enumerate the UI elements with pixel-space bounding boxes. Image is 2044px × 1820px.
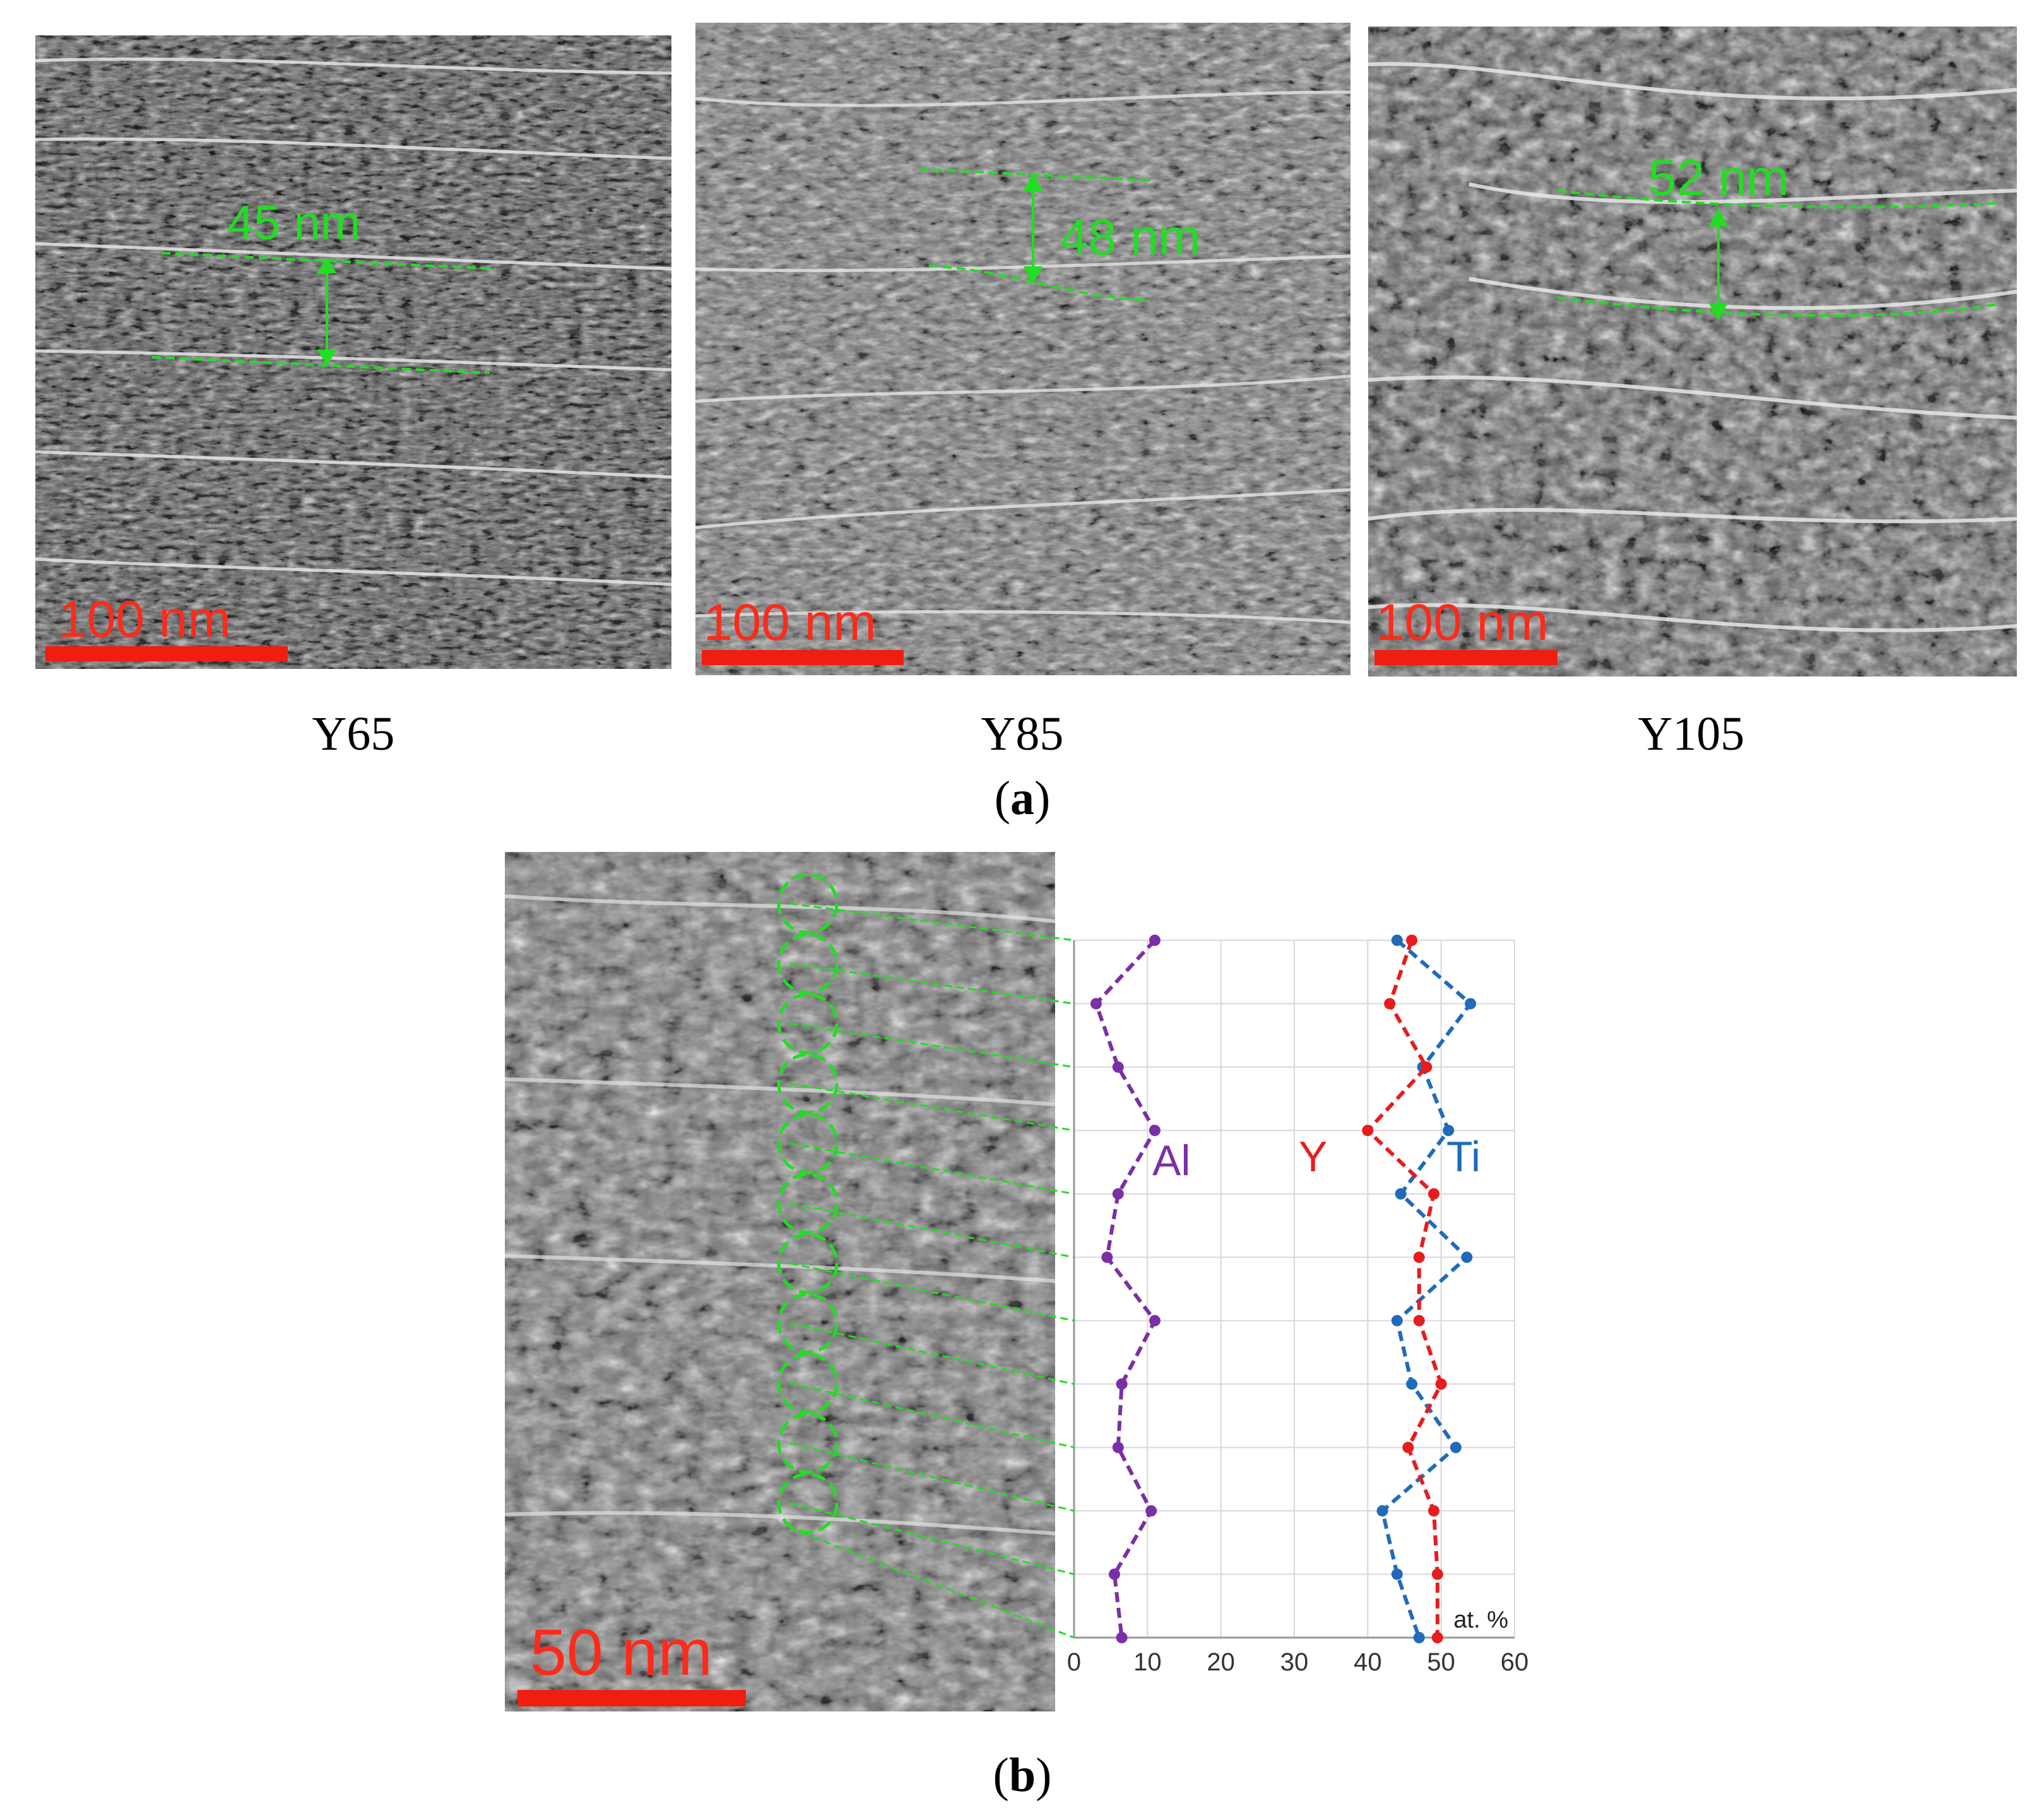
scale-label-y85: 100 nm [704, 594, 877, 651]
data-point-y [1413, 1251, 1425, 1263]
data-point-al [1108, 1568, 1120, 1580]
data-point-al [1149, 935, 1161, 946]
sampling-circle [777, 1113, 839, 1174]
data-point-ti [1391, 1568, 1403, 1580]
data-point-y [1421, 1061, 1433, 1073]
scale-bar-y65 [45, 646, 288, 661]
sampling-circle [777, 1472, 839, 1534]
data-point-ti [1395, 1188, 1407, 1200]
panel-b-label: (b) [993, 1749, 1052, 1802]
x-tick-label: 60 [1501, 1648, 1529, 1676]
sampling-circle [777, 993, 839, 1055]
scale-label-y65: 100 nm [58, 591, 231, 648]
data-point-y [1431, 1568, 1443, 1580]
caption-y105: Y105 [1638, 707, 1745, 760]
data-point-ti [1376, 1505, 1388, 1517]
data-point-y [1406, 935, 1418, 946]
y-series-label: Y [1299, 1133, 1328, 1181]
data-point-ti [1443, 1125, 1455, 1137]
data-point-y [1431, 1632, 1443, 1643]
connector-line [789, 1082, 1075, 1132]
connector-line [789, 1142, 1075, 1195]
connector-line [789, 1202, 1075, 1258]
tem-image-y105 [1368, 27, 2017, 677]
data-point-al [1145, 1505, 1157, 1517]
data-point-al [1149, 1125, 1161, 1137]
x-tick-label: 20 [1207, 1648, 1235, 1676]
composition-profile-chart: 0 10 20 30 40 50 60 at. % [789, 852, 1547, 1711]
data-point-y [1402, 1441, 1414, 1453]
data-point-al [1116, 1378, 1128, 1390]
connector-line [789, 1262, 1075, 1322]
scale-label-profile: 50 nm [530, 1616, 713, 1689]
sampling-circle [777, 873, 839, 935]
data-point-al [1112, 1441, 1124, 1453]
series-line-y [1365, 940, 1443, 1638]
data-point-y [1384, 998, 1396, 1010]
data-point-ti [1450, 1441, 1462, 1453]
ti-series-label: Ti [1446, 1133, 1481, 1181]
x-tick-label: 0 [1067, 1648, 1081, 1676]
sampling-circle [777, 1053, 839, 1114]
scale-bar-profile [517, 1690, 746, 1706]
data-point-ti [1406, 1378, 1418, 1390]
connector-line [789, 1322, 1075, 1385]
data-point-y [1428, 1505, 1440, 1517]
scale-bar-y85 [702, 650, 904, 665]
data-point-ti [1413, 1632, 1425, 1643]
connector-line [789, 1442, 1075, 1512]
series-line-al [1094, 938, 1157, 1638]
sampling-circle [777, 933, 839, 995]
scale-bar-y105 [1374, 650, 1557, 665]
panel-a-label: (a) [994, 772, 1051, 825]
x-tick-label: 40 [1354, 1648, 1382, 1676]
data-point-al [1116, 1632, 1128, 1643]
connector-line [789, 1382, 1075, 1449]
tem-image-y85 [695, 23, 1350, 675]
data-point-al [1101, 1251, 1113, 1263]
data-point-al [1090, 998, 1102, 1010]
data-point-y [1435, 1378, 1447, 1390]
data-point-ti [1391, 1315, 1403, 1327]
data-point-al [1149, 1315, 1161, 1327]
thickness-label-y105: 52 nm [1648, 150, 1789, 206]
data-point-y [1428, 1188, 1440, 1200]
thickness-label-y65: 45 nm [227, 196, 361, 250]
al-series-label: Al [1152, 1137, 1191, 1185]
data-point-ti [1391, 935, 1403, 946]
sampling-circle [777, 1232, 839, 1294]
sampling-circle [777, 1173, 839, 1234]
data-point-y [1362, 1125, 1374, 1137]
scale-label-y105: 100 nm [1376, 594, 1549, 651]
connector-line [789, 1527, 1075, 1639]
caption-y85: Y85 [981, 707, 1064, 760]
data-point-al [1112, 1061, 1124, 1073]
x-tick-label: 50 [1427, 1648, 1455, 1676]
tem-image-y65 [35, 35, 671, 669]
x-tick-label: 10 [1133, 1648, 1162, 1676]
connector-line [789, 1502, 1075, 1576]
caption-y65: Y65 [312, 707, 395, 760]
tem-image-profile [505, 852, 1055, 1711]
unit-label: at. % [1453, 1607, 1508, 1633]
sampling-circle [777, 1292, 839, 1354]
data-point-y [1413, 1315, 1425, 1327]
data-point-ti [1465, 998, 1477, 1010]
thickness-label-y85: 48 nm [1060, 209, 1201, 265]
sampling-circle [777, 1352, 839, 1414]
data-point-al [1112, 1188, 1124, 1200]
data-point-ti [1461, 1251, 1473, 1263]
series-line-ti [1380, 938, 1474, 1638]
x-tick-label: 30 [1280, 1648, 1309, 1676]
sampling-circle [777, 1412, 839, 1474]
